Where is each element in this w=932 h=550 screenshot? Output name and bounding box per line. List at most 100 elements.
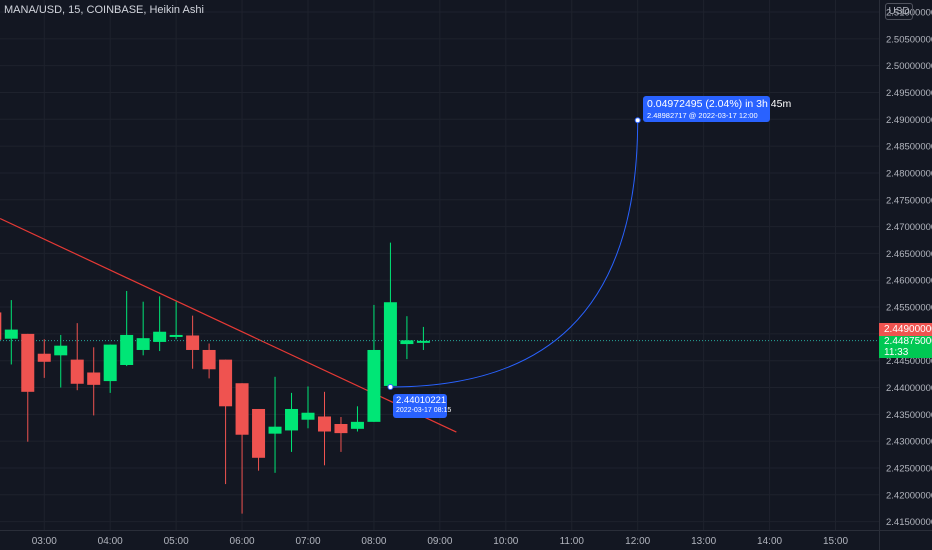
candle xyxy=(383,242,397,388)
candle xyxy=(334,417,348,452)
projection-target-price: 2.48982717 @ 2022-03-17 12:00 xyxy=(647,111,758,120)
candle xyxy=(268,376,282,473)
candle-body xyxy=(383,302,397,386)
candle-body xyxy=(37,353,51,362)
candles xyxy=(0,242,430,514)
candle xyxy=(21,333,35,442)
candle-body xyxy=(136,338,150,350)
candle xyxy=(37,339,51,378)
y-tick-label: 2.41500000 xyxy=(886,517,932,528)
candle-body xyxy=(186,335,200,350)
candle-body xyxy=(317,416,331,432)
x-tick-label: 07:00 xyxy=(295,536,320,547)
y-tick-label: 2.43000000 xyxy=(886,437,932,448)
candle-body xyxy=(70,359,84,384)
y-tick-label: 2.44500000 xyxy=(886,356,932,367)
candle xyxy=(120,290,134,367)
x-tick-label: 13:00 xyxy=(691,536,716,547)
candle xyxy=(219,359,233,485)
projection-start-price: 2.44010221 xyxy=(396,395,447,406)
candle xyxy=(4,300,18,365)
projection-target-label[interactable]: 0.04972495 (2.04%) in 3h 45m 2.48982717 … xyxy=(643,96,792,122)
y-tick-label: 2.49500000 xyxy=(886,88,932,99)
candle xyxy=(169,301,183,340)
candle xyxy=(252,408,266,471)
x-tick-label: 11:00 xyxy=(560,536,585,547)
candle xyxy=(416,326,430,350)
candle xyxy=(103,344,117,393)
y-tick-label: 2.42500000 xyxy=(886,463,932,474)
candle xyxy=(0,312,2,340)
grid xyxy=(0,0,879,530)
candle xyxy=(285,392,299,452)
x-tick-label: 09:00 xyxy=(427,536,452,547)
projection-end-point xyxy=(634,117,641,124)
x-tick-label: 03:00 xyxy=(32,536,57,547)
candle-body xyxy=(301,412,315,420)
x-tick-label: 08:00 xyxy=(361,536,386,547)
candle-body xyxy=(400,340,414,345)
currency-button[interactable]: USD xyxy=(885,3,913,20)
candle-body xyxy=(120,334,134,365)
candle-body xyxy=(235,383,249,435)
last-price-tag: 2.44875000 11:33 xyxy=(879,336,932,358)
x-tick-label: 15:00 xyxy=(823,536,848,547)
y-tick-label: 2.43500000 xyxy=(886,410,932,421)
y-tick-label: 2.48500000 xyxy=(886,142,932,153)
x-tick-label: 05:00 xyxy=(164,536,189,547)
candle xyxy=(235,383,249,514)
candle xyxy=(87,347,101,416)
candle-body xyxy=(416,340,430,343)
projection-start-time: 2022-03-17 08:15 xyxy=(396,407,452,414)
candle-body xyxy=(367,349,381,422)
y-tick-label: 2.50500000 xyxy=(886,34,932,45)
y-tick-label: 2.47000000 xyxy=(886,222,932,233)
candle xyxy=(70,323,84,391)
y-tick-label: 2.44000000 xyxy=(886,383,932,394)
candle xyxy=(317,391,331,466)
candle-body xyxy=(219,359,233,407)
chart-title: MANA/USD, 15, COINBASE, Heikin Ashi xyxy=(4,4,204,16)
x-tick-label: 04:00 xyxy=(98,536,123,547)
candle-body xyxy=(21,333,35,392)
candle-body xyxy=(252,408,266,458)
projection-start-point xyxy=(387,383,394,390)
x-tick-label: 06:00 xyxy=(230,536,255,547)
candle xyxy=(350,406,364,432)
candle xyxy=(202,343,216,379)
candle xyxy=(186,315,200,369)
x-tick-label: 10:00 xyxy=(493,536,518,547)
y-tick-label: 2.50000000 xyxy=(886,61,932,72)
y-tick-label: 2.45500000 xyxy=(886,303,932,314)
y-tick-label: 2.49000000 xyxy=(886,115,932,126)
candle-body xyxy=(268,426,282,434)
candle xyxy=(367,304,381,422)
x-tick-label: 14:00 xyxy=(757,536,782,547)
y-tick-label: 2.47500000 xyxy=(886,195,932,206)
candle xyxy=(136,301,150,356)
projection-start-label[interactable]: 2.44010221 2022-03-17 08:15 xyxy=(393,394,452,418)
candle-body xyxy=(4,329,18,339)
y-tick-label: 2.42000000 xyxy=(886,490,932,501)
last-price-value: 2.44875000 xyxy=(884,336,932,347)
projection-curve xyxy=(390,120,639,388)
candle-body xyxy=(285,408,299,431)
candle-body xyxy=(0,312,2,340)
candle-body xyxy=(169,334,183,337)
projection-change: 0.04972495 (2.04%) in 3h 45m xyxy=(647,98,792,110)
candle xyxy=(301,386,315,429)
bar-countdown: 11:33 xyxy=(884,347,909,358)
candle-body xyxy=(202,349,216,370)
candle-body xyxy=(334,424,348,434)
candle-body xyxy=(153,331,167,342)
x-tick-label: 12:00 xyxy=(625,536,650,547)
y-tick-label: 2.46500000 xyxy=(886,249,932,260)
projection-layer xyxy=(387,117,641,390)
y-tick-label: 2.46000000 xyxy=(886,276,932,287)
candle-body xyxy=(350,421,364,429)
y-tick-label: 2.51000000 xyxy=(886,8,932,19)
candle xyxy=(54,334,68,388)
y-tick-label: 2.48000000 xyxy=(886,168,932,179)
